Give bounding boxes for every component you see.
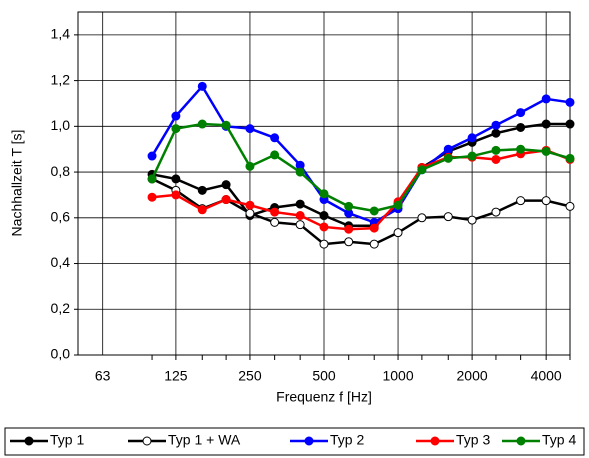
legend-label: Typ 4	[542, 432, 576, 448]
y-tick-label: 0,4	[51, 254, 71, 270]
legend-marker	[516, 436, 526, 446]
data-point	[295, 220, 305, 230]
data-point	[369, 223, 379, 233]
data-point	[369, 206, 379, 216]
data-point	[565, 97, 575, 107]
data-point	[393, 200, 403, 210]
data-point	[491, 120, 501, 130]
data-point	[319, 222, 329, 232]
data-point	[147, 151, 157, 161]
y-tick-label: 0,6	[51, 209, 71, 225]
data-point	[344, 201, 354, 211]
data-point	[221, 180, 231, 190]
data-point	[467, 151, 477, 161]
legend-marker	[24, 436, 34, 446]
data-point	[541, 119, 551, 129]
data-point	[197, 185, 207, 195]
legend-label: Typ 3	[456, 432, 490, 448]
data-point	[245, 124, 255, 134]
data-point	[221, 120, 231, 130]
x-tick-label: 2000	[457, 368, 488, 384]
data-point	[319, 239, 329, 249]
x-axis-title: Frequenz f [Hz]	[276, 389, 372, 405]
data-point	[541, 94, 551, 104]
data-point	[516, 196, 526, 206]
data-point	[467, 215, 477, 225]
y-tick-label: 0,8	[51, 163, 71, 179]
data-point	[171, 124, 181, 134]
series-line	[150, 84, 571, 224]
data-point	[171, 190, 181, 200]
data-point	[393, 228, 403, 238]
y-tick-label: 0,2	[51, 300, 71, 316]
data-point	[417, 165, 427, 175]
data-point	[443, 212, 453, 222]
data-point	[270, 150, 280, 160]
x-tick-label: 125	[164, 368, 188, 384]
data-point	[197, 119, 207, 129]
y-tick-label: 1,2	[51, 71, 71, 87]
data-point	[270, 207, 280, 217]
data-point	[319, 211, 329, 221]
legend-marker	[430, 436, 440, 446]
data-point	[295, 167, 305, 177]
data-point	[221, 195, 231, 205]
data-point	[197, 81, 207, 91]
y-axis-title: Nachhallzeit T [s]	[9, 130, 25, 237]
legend-label: Typ 1	[50, 432, 84, 448]
data-point	[516, 108, 526, 118]
data-point	[565, 119, 575, 129]
data-point	[270, 217, 280, 227]
data-point	[245, 208, 255, 218]
data-point	[369, 239, 379, 249]
y-tick-label: 1,0	[51, 117, 71, 133]
data-point	[443, 144, 453, 154]
legend-marker	[142, 436, 152, 446]
data-point	[417, 213, 427, 223]
data-point	[270, 133, 280, 143]
data-point	[565, 153, 575, 163]
data-point	[245, 200, 255, 210]
data-point	[516, 144, 526, 154]
data-point	[491, 145, 501, 155]
legend-label: Typ 1 + WA	[168, 432, 241, 448]
data-point	[467, 133, 477, 143]
legend-box	[4, 427, 585, 456]
data-point	[171, 174, 181, 184]
series-line	[150, 122, 571, 213]
data-point	[245, 161, 255, 171]
data-point	[344, 224, 354, 234]
data-point	[147, 192, 157, 202]
data-point	[541, 196, 551, 206]
x-tick-label: 250	[238, 368, 262, 384]
data-point	[197, 205, 207, 215]
legend-marker	[304, 436, 314, 446]
data-point	[491, 154, 501, 164]
data-point	[147, 174, 157, 184]
data-point	[171, 111, 181, 121]
series-line	[151, 122, 570, 228]
data-point	[443, 153, 453, 163]
y-tick-label: 1,4	[51, 26, 71, 42]
data-point	[491, 128, 501, 138]
legend-label: Typ 2	[330, 432, 364, 448]
data-point	[344, 237, 354, 247]
x-tick-label: 500	[312, 368, 336, 384]
data-point	[295, 211, 305, 221]
data-point	[295, 199, 305, 209]
data-point	[565, 201, 575, 211]
x-tick-label: 63	[95, 368, 111, 384]
x-tick-label: 1000	[382, 368, 413, 384]
data-point	[541, 146, 551, 156]
data-point	[516, 122, 526, 132]
x-tick-label: 4000	[531, 368, 562, 384]
series-line	[151, 177, 571, 246]
data-point	[491, 207, 501, 217]
data-point	[319, 189, 329, 199]
y-tick-label: 0,0	[51, 346, 71, 362]
